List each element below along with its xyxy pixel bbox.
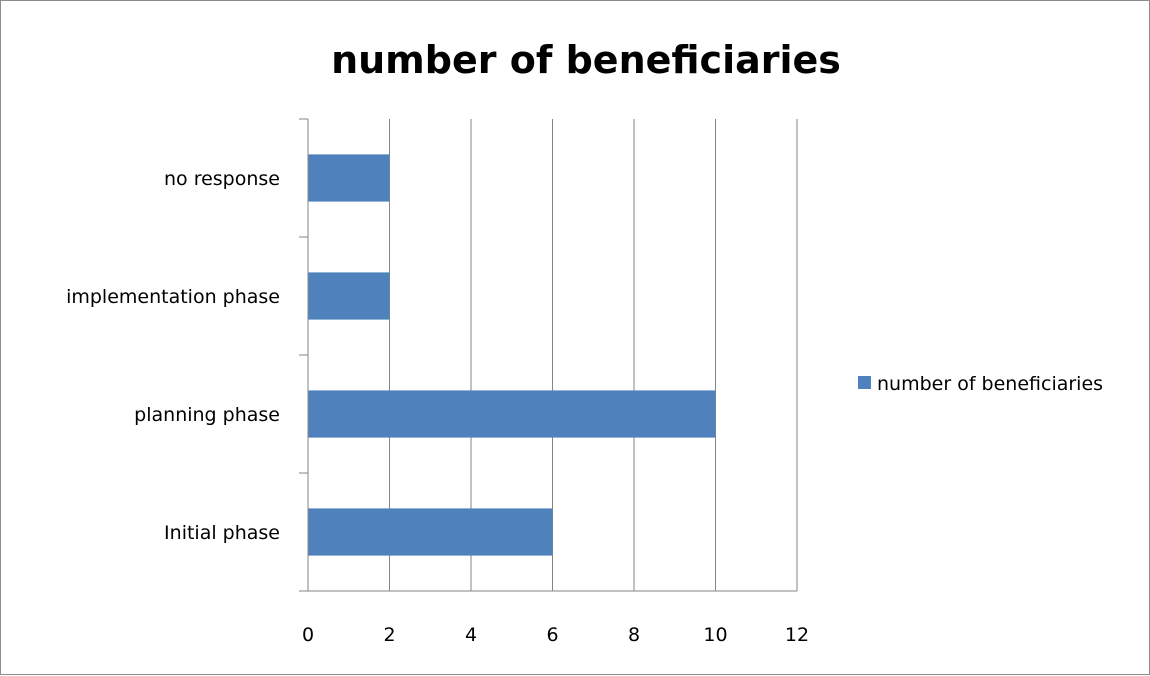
bar-initial-phase — [308, 508, 553, 556]
bar-implementation-phase — [308, 272, 390, 320]
x-tick-label-0: 0 — [302, 624, 314, 646]
axis-layer — [299, 118, 797, 592]
bar-no-response — [308, 154, 390, 202]
category-label-no-response: no response — [164, 168, 280, 190]
x-tick-label-2: 2 — [383, 624, 395, 646]
chart-title: number of beneficiaries — [331, 38, 841, 82]
category-label-planning-phase: planning phase — [134, 404, 280, 426]
x-tick-label-10: 10 — [703, 624, 727, 646]
category-label-implementation-phase: implementation phase — [66, 286, 280, 308]
legend-swatch — [858, 376, 871, 389]
category-label-initial-phase: Initial phase — [164, 522, 280, 544]
x-tick-label-12: 12 — [785, 624, 809, 646]
legend: number of beneficiaries — [858, 373, 1103, 395]
x-tick-label-6: 6 — [546, 624, 558, 646]
bars-layer — [308, 154, 716, 556]
labels-layer: 0 2 4 6 8 10 12 Initial phase planning phase impl… — [66, 168, 809, 646]
x-tick-label-8: 8 — [628, 624, 640, 646]
legend-label: number of beneficiaries — [877, 373, 1103, 395]
bar-planning-phase — [308, 390, 716, 438]
x-tick-label-4: 4 — [465, 624, 477, 646]
